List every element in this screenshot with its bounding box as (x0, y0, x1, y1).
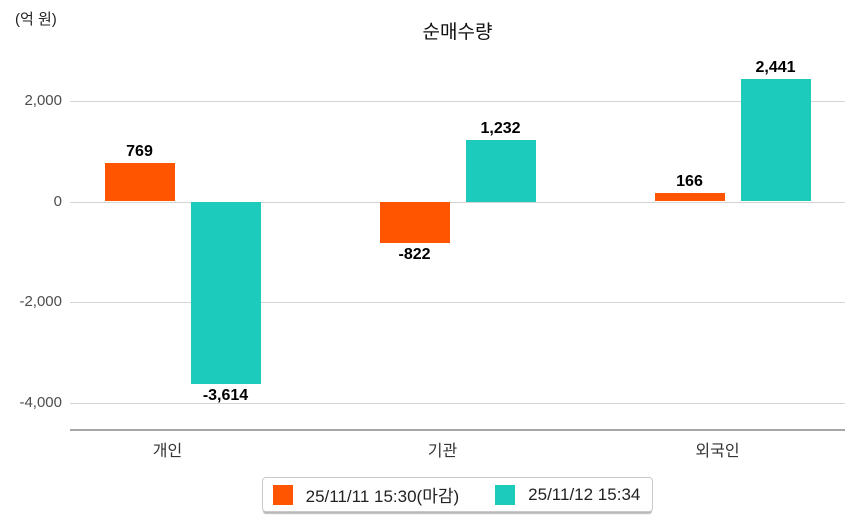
bar-series2-cat2 (465, 139, 536, 202)
x-category-label: 외국인 (695, 443, 740, 460)
y-tick-label: 2,000 (24, 91, 62, 109)
bar-value-label: 1,232 (480, 119, 521, 137)
y-tick-label: -2,000 (19, 293, 62, 311)
x-category-label: 개인 (152, 443, 183, 460)
bar-value-label: -822 (398, 245, 431, 263)
y-tick-label: 0 (53, 192, 62, 210)
legend: 25/11/11 15:30(마감) 25/11/12 15:34 (70, 477, 845, 512)
legend-label-series1: 25/11/11 15:30(마감) (305, 487, 460, 506)
bar-series1-cat2 (379, 201, 450, 243)
bar-value-label: -3,614 (202, 386, 249, 404)
chart-title: 순매수량 (422, 22, 493, 43)
legend-label-series2: 25/11/12 15:34 (528, 484, 641, 504)
bar-series2-cat1 (190, 201, 261, 384)
bar-series2-cat3 (740, 78, 811, 202)
y-axis-unit-label: (억 원) (15, 11, 57, 28)
bar-value-label: 769 (126, 142, 153, 160)
gridline (70, 100, 845, 102)
legend-item-series1: 25/11/11 15:30(마감) (272, 482, 460, 507)
x-axis-line (70, 429, 845, 431)
y-tick-label: -4,000 (19, 393, 62, 411)
series2-swatch-icon (495, 484, 516, 505)
bar-value-label: 2,441 (755, 58, 796, 76)
series1-swatch-icon (272, 484, 293, 505)
x-category-label: 기관 (427, 443, 458, 460)
bar-series1-cat3 (654, 193, 725, 202)
bar-value-label: 166 (676, 173, 703, 191)
bar-series1-cat1 (104, 162, 175, 202)
legend-box: 25/11/11 15:30(마감) 25/11/12 15:34 (261, 477, 654, 512)
gridline (70, 402, 845, 404)
gridline (70, 201, 845, 203)
legend-item-series2: 25/11/12 15:34 (495, 484, 641, 505)
gridline (70, 302, 845, 304)
